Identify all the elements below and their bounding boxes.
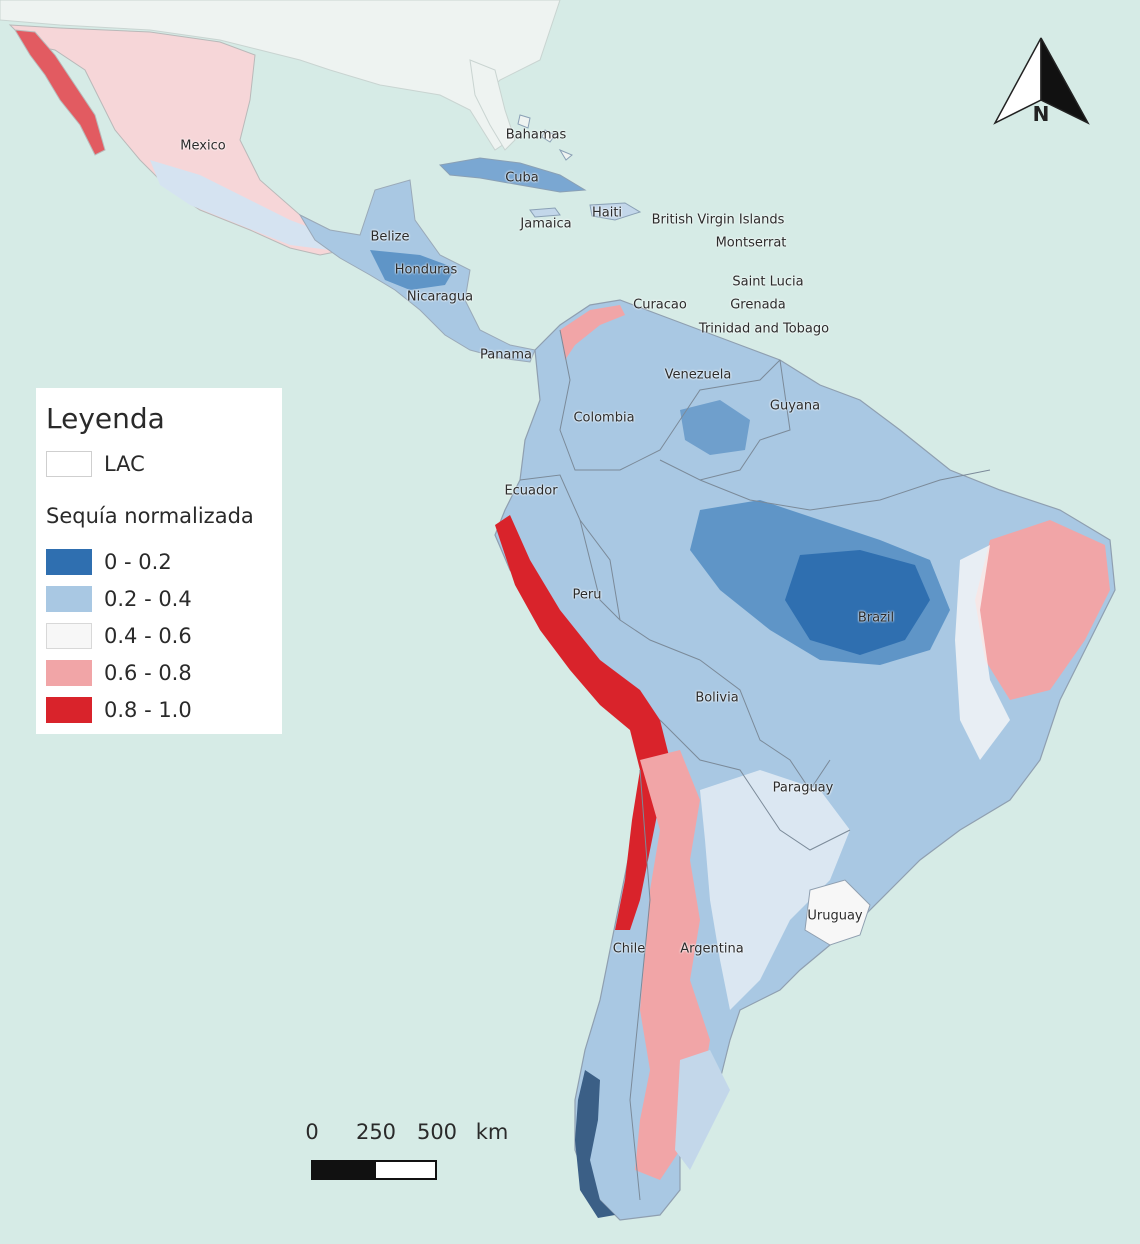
- jamaica-island: [529, 207, 561, 218]
- legend-title: Leyenda: [46, 402, 165, 435]
- hispaniola: [589, 202, 642, 221]
- label-argentina: Argentina: [680, 941, 744, 957]
- label-uruguay: Uruguay: [807, 908, 863, 924]
- caribbean-coast-pink: [560, 305, 625, 360]
- label-montserrat: Montserrat: [715, 235, 787, 251]
- amazon-center: [785, 550, 930, 655]
- legend-class-row: 0 - 0.2: [46, 548, 172, 576]
- chile-fjords: [575, 1070, 615, 1218]
- scale-tick-0: 0: [305, 1120, 319, 1144]
- ne-brazil-white: [955, 545, 1010, 760]
- legend-class-swatch: [46, 697, 92, 723]
- florida: [469, 59, 516, 151]
- cuba-island: [438, 157, 587, 193]
- label-panama: Panama: [479, 347, 533, 363]
- ne-brazil-dry: [975, 520, 1110, 700]
- label-haiti: Haiti: [591, 205, 623, 221]
- scale-bar-labels: 0 250 500 km: [300, 1120, 530, 1150]
- legend-class-row: 0.2 - 0.4: [46, 585, 192, 613]
- honduras-dark: [370, 250, 455, 290]
- label-bvi: British Virgin Islands: [651, 212, 785, 228]
- label-grenada: Grenada: [730, 297, 786, 313]
- legend-lac-row: LAC: [46, 450, 145, 478]
- mexico-south-blue: [150, 160, 330, 250]
- scale-unit: km: [475, 1120, 509, 1144]
- legend-class-label: 0.4 - 0.6: [104, 624, 192, 648]
- label-brazil: Brazil: [857, 610, 895, 626]
- label-peru: Peru: [572, 587, 602, 603]
- legend-class-row: 0.4 - 0.6: [46, 622, 192, 650]
- southern-cone-light: [700, 770, 850, 1010]
- label-bolivia: Bolivia: [695, 690, 739, 706]
- legend-class-label: 0.8 - 1.0: [104, 698, 192, 722]
- label-guyana: Guyana: [769, 398, 821, 414]
- baja-california: [14, 29, 106, 156]
- label-cuba: Cuba: [505, 170, 539, 186]
- patagonia-blue: [675, 1050, 730, 1170]
- legend-class-label: 0 - 0.2: [104, 550, 172, 574]
- label-saint-lucia: Saint Lucia: [732, 274, 804, 290]
- label-paraguay: Paraguay: [772, 780, 834, 796]
- label-trinidad: Trinidad and Tobago: [698, 321, 830, 337]
- legend-class-label: 0.2 - 0.4: [104, 587, 192, 611]
- legend-subtitle: Sequía normalizada: [46, 504, 254, 528]
- country-borders: [519, 329, 991, 1201]
- label-venezuela: Venezuela: [664, 367, 732, 383]
- scale-bar: [311, 1160, 437, 1180]
- label-jamaica: Jamaica: [520, 216, 572, 232]
- mexico-shape: [8, 24, 346, 256]
- legend-class-swatch: [46, 623, 92, 649]
- label-bahamas: Bahamas: [505, 127, 567, 143]
- label-nicaragua: Nicaragua: [406, 289, 474, 305]
- legend-class-swatch: [46, 549, 92, 575]
- andes-dry-belt: [495, 515, 670, 930]
- map-legend: Leyenda LAC Sequía normalizada 0 - 0.2 0…: [36, 388, 282, 734]
- scale-tick-250: 250: [355, 1120, 397, 1144]
- legend-lac-swatch: [46, 451, 92, 477]
- legend-class-swatch: [46, 586, 92, 612]
- legend-class-label: 0.6 - 0.8: [104, 661, 192, 685]
- label-colombia: Colombia: [573, 410, 635, 426]
- north-america-land: [0, 0, 561, 151]
- legend-lac-label: LAC: [104, 452, 145, 476]
- legend-class-row: 0.6 - 0.8: [46, 659, 192, 687]
- label-honduras: Honduras: [394, 262, 458, 278]
- legend-class-row: 0.8 - 1.0: [46, 696, 192, 724]
- legend-class-swatch: [46, 660, 92, 686]
- bahamas-islands: [517, 114, 573, 161]
- scale-tick-500: 500: [416, 1120, 458, 1144]
- label-mexico: Mexico: [180, 138, 226, 154]
- north-arrow-icon: [993, 37, 1090, 125]
- label-belize: Belize: [370, 229, 410, 245]
- label-ecuador: Ecuador: [504, 483, 558, 499]
- label-chile: Chile: [612, 941, 646, 957]
- uruguay-white: [804, 879, 871, 946]
- label-curacao: Curacao: [633, 297, 687, 313]
- venezuela-dark: [680, 400, 750, 455]
- north-arrow-label: N: [1032, 102, 1050, 126]
